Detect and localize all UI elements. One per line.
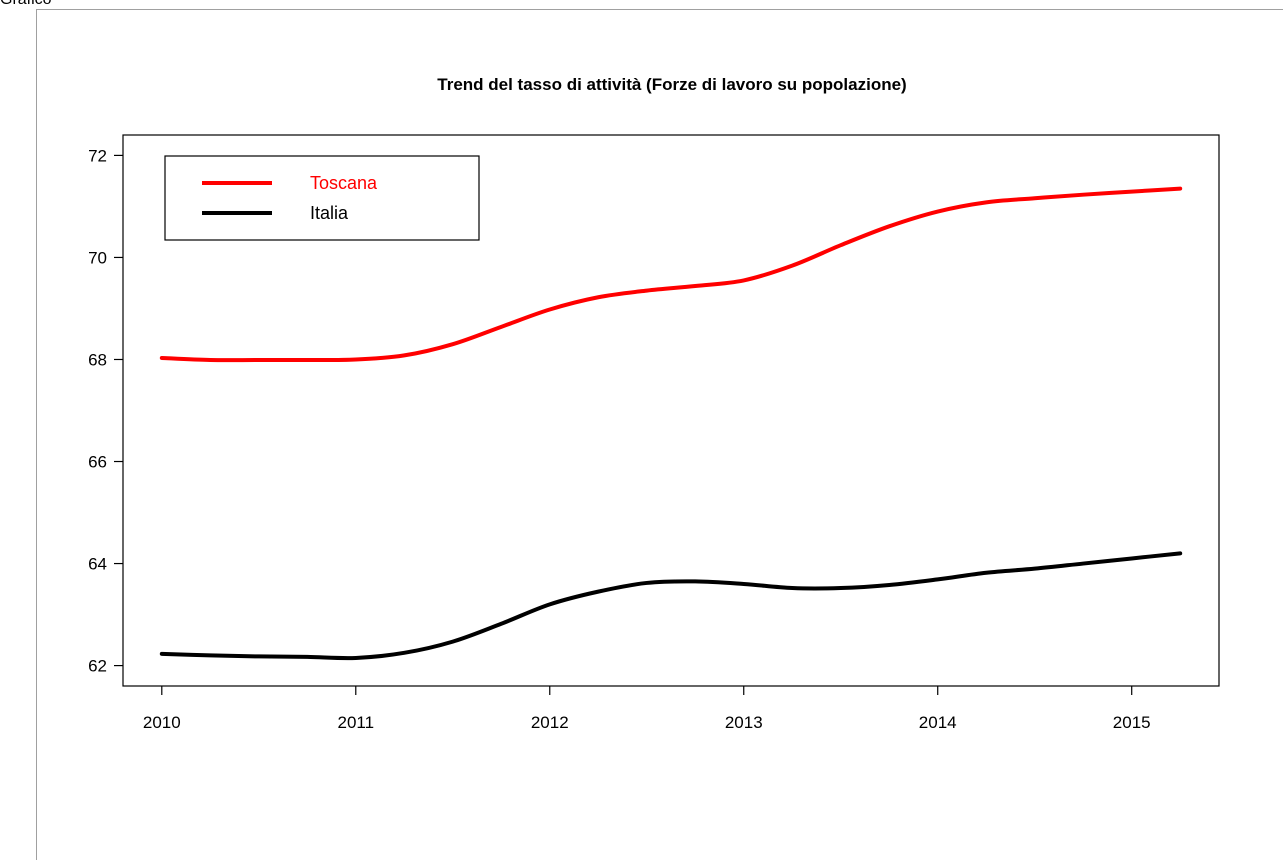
chart-title: Trend del tasso di attività (Forze di la… [437,75,906,94]
x-tick-label: 2010 [143,713,181,732]
series-line-italia [159,551,1183,661]
x-tick-label: 2014 [919,713,957,732]
plot-area [122,134,1220,687]
legend-box [164,155,480,241]
series-line-toscana [159,186,1183,363]
y-tick-label: 64 [88,555,107,574]
y-tick-label: 62 [88,657,107,676]
x-tick-label: 2015 [1113,713,1151,732]
legend-label-italia: Italia [310,203,349,223]
y-tick-label: 68 [88,350,107,369]
tab-label[interactable]: Grafico [0,0,52,9]
x-tick-label: 2011 [337,713,374,732]
y-tick-label: 66 [88,453,107,472]
y-tick-label: 70 [88,248,107,267]
x-tick-label: 2012 [531,713,569,732]
legend-label-toscana: Toscana [310,173,378,193]
plot-panel [36,9,1283,860]
y-tick-label: 72 [88,146,107,165]
legend: Toscana Italia [164,155,480,241]
x-tick-label: 2013 [725,713,763,732]
